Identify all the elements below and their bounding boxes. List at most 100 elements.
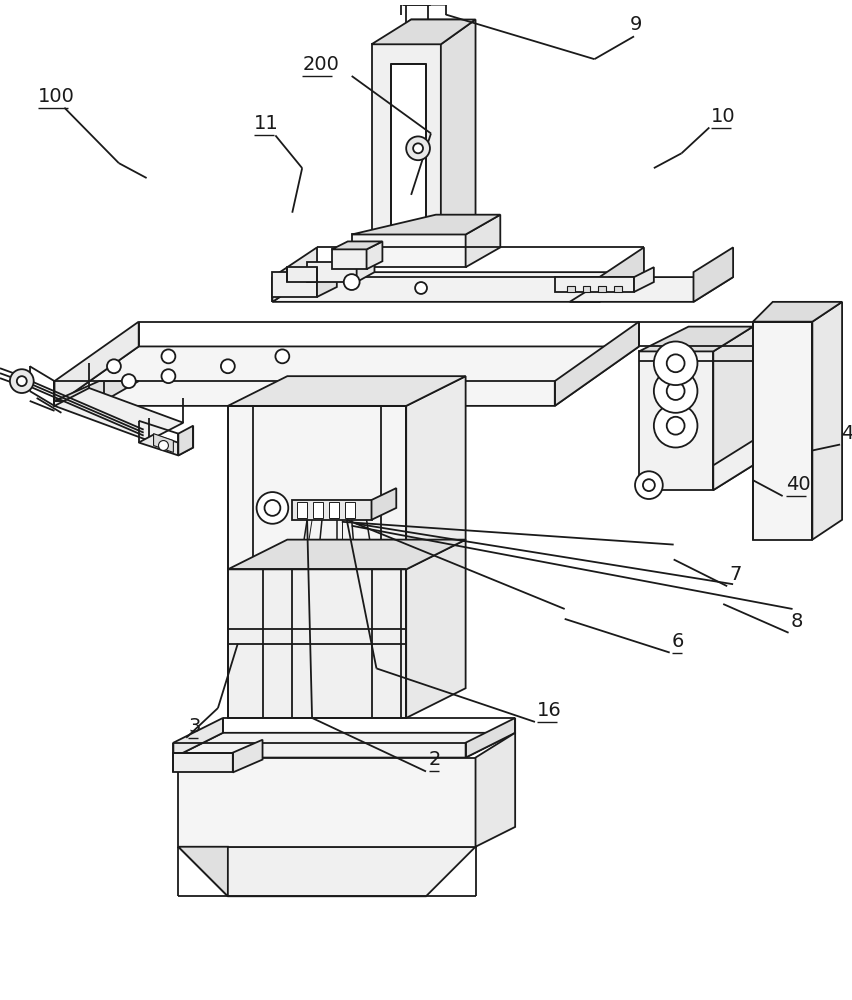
Text: 6: 6 <box>671 632 684 651</box>
Polygon shape <box>401 0 461 5</box>
Polygon shape <box>287 267 317 282</box>
Polygon shape <box>570 277 733 302</box>
Polygon shape <box>371 20 475 44</box>
Polygon shape <box>391 64 426 233</box>
Polygon shape <box>55 322 139 406</box>
Text: 9: 9 <box>630 15 642 34</box>
Polygon shape <box>227 540 466 569</box>
Polygon shape <box>391 34 440 79</box>
Text: 16: 16 <box>537 701 561 720</box>
Circle shape <box>256 492 288 524</box>
Polygon shape <box>227 569 406 718</box>
Circle shape <box>653 341 698 385</box>
Circle shape <box>667 354 684 372</box>
Circle shape <box>162 349 176 363</box>
Polygon shape <box>273 247 317 302</box>
Polygon shape <box>406 376 466 569</box>
Polygon shape <box>329 502 339 518</box>
Polygon shape <box>406 540 466 718</box>
Text: 7: 7 <box>729 565 741 584</box>
Polygon shape <box>440 20 461 79</box>
Polygon shape <box>440 20 475 242</box>
Polygon shape <box>466 718 515 758</box>
Polygon shape <box>273 272 644 302</box>
Polygon shape <box>55 388 183 441</box>
Polygon shape <box>292 500 371 520</box>
Polygon shape <box>713 327 753 490</box>
Circle shape <box>221 359 235 373</box>
Polygon shape <box>153 434 173 452</box>
Circle shape <box>10 369 34 393</box>
Polygon shape <box>753 322 812 540</box>
Polygon shape <box>345 502 354 518</box>
Polygon shape <box>639 351 713 490</box>
Polygon shape <box>227 376 466 406</box>
Polygon shape <box>366 241 383 269</box>
Circle shape <box>264 500 280 516</box>
Circle shape <box>275 349 290 363</box>
Circle shape <box>17 376 26 386</box>
Polygon shape <box>555 277 634 292</box>
Polygon shape <box>178 426 193 455</box>
Circle shape <box>158 441 169 450</box>
Polygon shape <box>357 252 375 282</box>
Polygon shape <box>173 718 223 758</box>
Polygon shape <box>352 215 500 234</box>
Polygon shape <box>178 758 475 847</box>
Circle shape <box>406 136 430 160</box>
Polygon shape <box>812 302 842 540</box>
Text: 40: 40 <box>786 475 810 494</box>
Polygon shape <box>555 322 639 406</box>
Polygon shape <box>173 753 233 772</box>
Polygon shape <box>634 267 653 292</box>
Polygon shape <box>694 247 733 302</box>
Polygon shape <box>178 847 227 896</box>
Polygon shape <box>599 247 644 302</box>
Polygon shape <box>332 249 366 269</box>
Text: 200: 200 <box>302 55 339 74</box>
Polygon shape <box>307 262 357 282</box>
Circle shape <box>635 471 663 499</box>
Polygon shape <box>139 435 193 455</box>
Text: 100: 100 <box>37 87 74 106</box>
Polygon shape <box>753 302 842 322</box>
Polygon shape <box>297 502 307 518</box>
Polygon shape <box>567 286 574 292</box>
Circle shape <box>122 374 135 388</box>
Polygon shape <box>475 733 515 847</box>
Polygon shape <box>598 286 607 292</box>
Text: 11: 11 <box>254 114 279 133</box>
Polygon shape <box>371 44 440 242</box>
Circle shape <box>653 369 698 413</box>
Polygon shape <box>404 0 430 5</box>
Circle shape <box>413 143 423 153</box>
Polygon shape <box>313 502 323 518</box>
Text: 4: 4 <box>841 424 852 443</box>
Polygon shape <box>639 327 753 351</box>
Polygon shape <box>227 406 406 569</box>
Polygon shape <box>233 740 262 772</box>
Circle shape <box>107 359 121 373</box>
Polygon shape <box>352 234 466 267</box>
Polygon shape <box>713 441 753 490</box>
Polygon shape <box>178 847 475 896</box>
Polygon shape <box>55 346 639 406</box>
Circle shape <box>643 479 655 491</box>
Circle shape <box>415 282 427 294</box>
Circle shape <box>162 369 176 383</box>
Text: 2: 2 <box>429 750 441 769</box>
Circle shape <box>667 417 684 435</box>
Circle shape <box>667 382 684 400</box>
Polygon shape <box>371 488 396 520</box>
Polygon shape <box>391 20 461 34</box>
Polygon shape <box>317 262 337 297</box>
Polygon shape <box>332 241 383 249</box>
Circle shape <box>343 274 360 290</box>
Polygon shape <box>466 215 500 267</box>
Polygon shape <box>55 401 104 406</box>
Polygon shape <box>55 381 139 401</box>
Text: 3: 3 <box>188 717 200 736</box>
Polygon shape <box>273 272 317 297</box>
Text: 8: 8 <box>791 612 803 631</box>
Text: 10: 10 <box>711 107 736 126</box>
